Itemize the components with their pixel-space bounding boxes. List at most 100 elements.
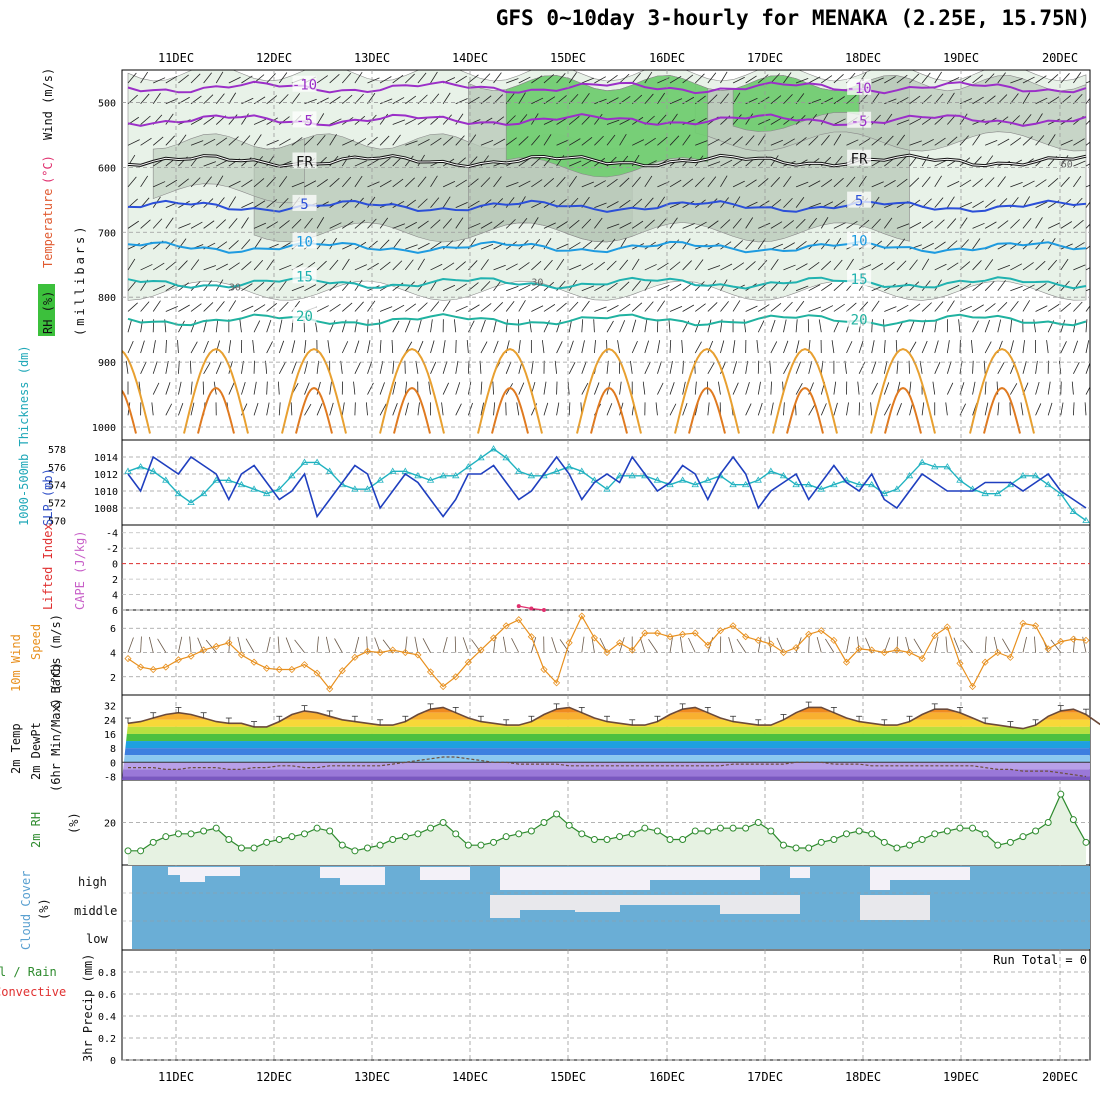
upper-barb-1019 [870,402,873,416]
upper-barb-1267 [1060,258,1069,271]
cape-point-2 [541,608,546,612]
upper-barb-289 [341,72,352,84]
upper-barb-666 [619,133,627,146]
upper-barb-1010 [871,218,881,229]
upper-barb-1144 [972,178,983,188]
upper-barb-799 [720,71,728,84]
upper-barb-1056 [909,118,922,125]
upper-barb-867 [770,73,781,84]
upper-barb-1214 [1022,218,1032,229]
upper-barb-676 [617,340,621,354]
upper-barb-215 [278,301,289,312]
upper-barb-144 [228,240,239,250]
upper-barb-1118 [946,340,950,354]
upper-barb-200 [266,341,273,354]
day-label-bottom-18DEC: 18DEC [845,1070,881,1084]
upper-barb-473 [467,360,470,374]
upper-barb-35 [152,92,161,104]
upper-barb-632 [594,135,604,146]
upper-barb-638 [594,261,606,271]
upper-barb-1085 [919,360,923,374]
upper-barb-890 [783,197,793,208]
upper-barb-459 [468,74,479,84]
label-t2-a: 2m Temp [9,723,23,774]
upper-barb-585 [556,221,568,229]
upper-barb-107 [203,176,212,188]
upper-barb-609 [568,362,576,374]
upper-barb-709 [644,319,648,333]
upper-barb-1057 [909,140,922,146]
wind10-point-49 [742,633,750,641]
upper-barb-675 [619,320,626,333]
rh-point-33 [540,819,548,826]
temp-band-12 [122,776,1090,780]
upper-barb-1142 [972,134,981,146]
upper-barb-1302 [1085,288,1090,292]
upper-barb-513 [505,137,517,146]
upper-barb-1040 [896,134,906,146]
rh-point-65 [943,827,951,835]
upper-barb-951 [820,403,827,416]
upper-barb-1034 [883,360,888,374]
thickness-point-62 [905,472,914,479]
upper-barb-167 [241,360,244,374]
upper-barb-460 [468,96,480,105]
wind10-point-41 [641,629,649,637]
upper-barb-484 [480,243,494,250]
upper-barb-434 [442,262,455,271]
upper-barb-347 [379,217,389,229]
upper-barb-1134 [958,319,961,333]
upper-barb-1289 [1073,362,1080,374]
upper-barb-912 [795,300,805,312]
upper-barb-690 [631,280,641,291]
upper-barb-77 [178,260,188,271]
isotherm-label-bg-2-0 [292,152,317,169]
upper-barb-707 [644,279,653,291]
upper-barb-360 [392,134,401,146]
cloud-gap-2 [205,867,240,876]
tick-li-4: 4 [112,591,118,602]
upper-barb-264 [316,260,327,271]
upper-barb-510 [506,78,519,84]
upper-barb-260 [316,179,328,188]
upper-barb-428 [442,136,454,146]
upper-barb-252 [304,361,309,374]
upper-barb-831 [732,382,739,395]
upper-barb-205 [278,94,289,105]
upper-barb-787 [707,176,717,188]
upper-barb-555 [531,305,544,312]
rh-point-62 [906,841,914,849]
upper-barb-586 [556,243,569,250]
rh-contour-label-3: 60 [1061,159,1073,170]
upper-barb-364 [392,223,405,229]
isotherm-label-3-1: 5 [855,194,863,210]
upper-barb-857 [758,222,771,229]
upper-barb-780 [694,381,697,395]
upper-barb-626 [581,361,587,374]
rh-point-71 [1019,833,1027,841]
upper-barb-1091 [934,137,946,146]
upper-barb-1105 [947,77,960,84]
upper-barb-768 [695,140,708,146]
upper-barb-371 [392,360,395,374]
upper-barb-818 [732,114,742,125]
upper-barb-528 [518,92,526,104]
cloud-gap-12 [520,895,575,910]
upper-barb-919 [808,98,822,105]
upper-barb-703 [644,197,654,208]
upper-barb-1263 [1060,176,1070,188]
upper-barb-612 [581,77,594,84]
upper-barb-1296 [1085,163,1090,167]
upper-barb-1286 [1073,301,1083,312]
upper-barb-1227 [1035,135,1045,146]
upper-barb-1008 [871,181,884,188]
wind10-point-35 [565,639,573,647]
upper-barb-397 [417,198,428,208]
upper-barb-18 [140,93,150,105]
upper-barb-237 [290,402,293,416]
thickness-point-68 [981,489,989,497]
upper-barb-382 [405,244,418,250]
upper-barb-625 [581,340,585,354]
upper-barb-404 [417,340,424,354]
upper-barb-1229 [1035,179,1047,188]
